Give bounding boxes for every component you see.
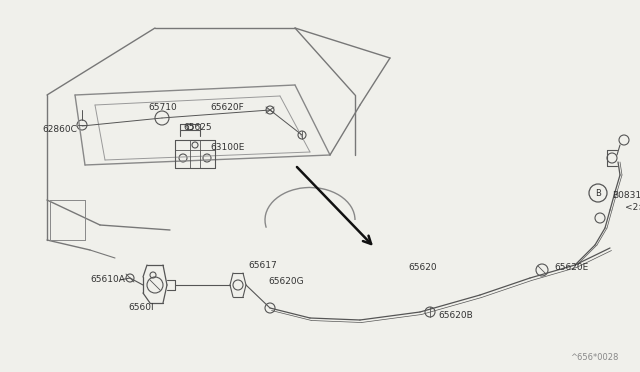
Text: 65620E: 65620E bbox=[554, 263, 588, 273]
Text: 65625: 65625 bbox=[183, 124, 212, 132]
Text: 65710: 65710 bbox=[148, 103, 177, 112]
Text: 65620F: 65620F bbox=[210, 103, 244, 112]
Text: 62860C: 62860C bbox=[42, 125, 77, 135]
Text: <2>: <2> bbox=[625, 203, 640, 212]
Text: ^656*0028: ^656*0028 bbox=[570, 353, 618, 362]
Text: 65617: 65617 bbox=[248, 260, 276, 269]
Text: B08313-61698: B08313-61698 bbox=[612, 190, 640, 199]
Text: 63100E: 63100E bbox=[210, 144, 244, 153]
Text: 65620B: 65620B bbox=[438, 311, 473, 320]
Text: 6560l: 6560l bbox=[128, 304, 154, 312]
Text: 65620: 65620 bbox=[408, 263, 436, 273]
Text: 65610A: 65610A bbox=[90, 276, 125, 285]
Text: 65620G: 65620G bbox=[268, 278, 303, 286]
Text: B: B bbox=[595, 189, 601, 198]
